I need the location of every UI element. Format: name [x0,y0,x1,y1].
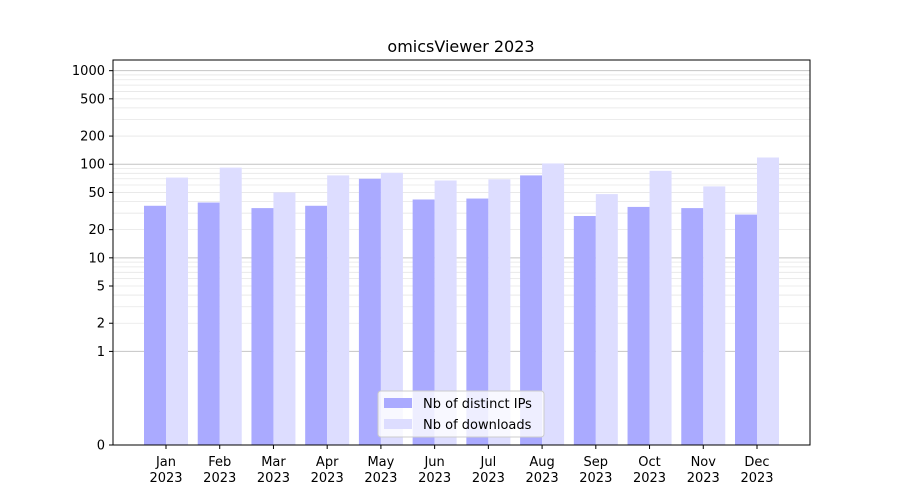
x-tick-label-year: 2023 [740,471,773,486]
x-tick-label-year: 2023 [311,471,344,486]
bar-distinct-ips-apr [305,205,328,445]
y-tick-label: 2 [97,317,105,332]
bar-distinct-ips-oct [627,206,650,445]
x-tick-label-year: 2023 [472,471,505,486]
x-tick-label-year: 2023 [203,471,236,486]
legend-box [377,390,545,438]
y-tick-label: 100 [80,158,105,173]
bar-distinct-ips-may [358,178,381,446]
x-tick-label-year: 2023 [633,471,666,486]
x-tick-label-month: Sep [584,455,609,470]
x-tick-label-year: 2023 [364,471,397,486]
bar-downloads-apr [327,175,350,445]
bar-distinct-ips-jul [466,198,489,445]
bar-distinct-ips-dec [735,214,757,445]
x-tick-label-month: Nov [691,455,717,470]
x-tick-label-month: Oct [638,455,660,470]
y-tick-label: 50 [88,186,105,201]
y-tick-label: 0 [97,439,105,454]
bar-distinct-ips-nov [681,208,704,445]
legend-label-downloads: Nb of downloads [423,418,532,433]
bar-downloads-may [380,172,403,445]
x-tick-label-year: 2023 [418,471,451,486]
bar-downloads-dec [757,157,779,445]
bar-downloads-jul [488,179,511,445]
plot-frame [112,59,811,446]
bars [144,157,779,446]
legend: Nb of distinct IPs Nb of downloads [377,390,545,438]
x-tick-label-month: Mar [261,455,286,470]
legend-swatch-downloads [384,419,412,429]
x-axis: Jan2023Feb2023Mar2023Apr2023May2023Jun20… [149,445,774,486]
chart-title: omicsViewer 2023 [387,37,534,56]
y-tick-label: 1000 [72,64,105,79]
x-tick-label-month: May [367,455,394,470]
bar-distinct-ips-jun [412,199,435,445]
y-tick-label: 200 [80,130,105,145]
legend-swatch-distinct-ips [384,398,412,408]
x-tick-label-year: 2023 [526,471,559,486]
bar-distinct-ips-mar [251,208,274,445]
bar-distinct-ips-jan [144,205,166,445]
bar-distinct-ips-aug [520,175,543,445]
x-tick-label-year: 2023 [579,471,612,486]
bar-downloads-jun [434,180,457,446]
x-tick-label-month: Aug [529,455,554,470]
x-tick-label-year: 2023 [687,471,720,486]
bar-distinct-ips-feb [197,202,220,445]
bar-downloads-nov [703,186,726,445]
bar-downloads-mar [273,192,296,445]
x-tick-label-month: Jul [480,455,497,470]
bar-downloads-sep [595,194,618,445]
bar-downloads-oct [649,170,672,446]
legend-label-distinct-ips: Nb of distinct IPs [423,397,532,412]
y-axis: 0 1 2 5 10 20 50 100 200 500 1000 [72,64,113,454]
x-tick-label-month: Dec [744,455,769,470]
x-tick-label-month: Jun [423,455,444,470]
bar-downloads-jan [166,177,188,446]
x-tick-label-month: Apr [316,455,339,470]
bar-distinct-ips-sep [573,215,596,445]
bar-downloads-aug [542,163,565,445]
y-tick-label: 10 [88,251,105,266]
x-tick-label-year: 2023 [149,471,182,486]
y-tick-label: 500 [80,92,105,107]
x-tick-label-month: Jan [155,455,176,470]
x-tick-label-month: Feb [208,455,231,470]
y-tick-label: 1 [97,345,105,360]
y-tick-label: 20 [88,223,105,238]
y-tick-label: 5 [97,280,105,295]
x-tick-label-year: 2023 [257,471,290,486]
bar-downloads-feb [219,167,242,445]
